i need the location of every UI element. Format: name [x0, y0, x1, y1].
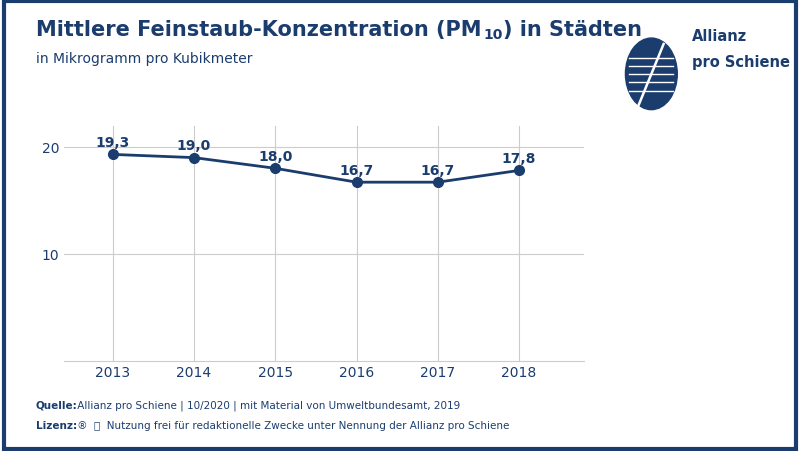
Text: Allianz pro Schiene | 10/2020 | mit Material von Umweltbundesamt, 2019: Allianz pro Schiene | 10/2020 | mit Mate… [74, 399, 461, 410]
Text: ) in Städten: ) in Städten [503, 20, 642, 40]
Text: 19,0: 19,0 [177, 139, 211, 153]
Text: 17,8: 17,8 [502, 152, 536, 166]
Text: 18,0: 18,0 [258, 150, 293, 164]
Text: 10: 10 [483, 28, 502, 42]
Text: 16,7: 16,7 [339, 163, 374, 177]
Text: ®  ⓘ  Nutzung frei für redaktionelle Zwecke unter Nennung der Allianz pro Schien: ® ⓘ Nutzung frei für redaktionelle Zweck… [74, 420, 510, 430]
Text: 16,7: 16,7 [421, 163, 455, 177]
Text: in Mikrogramm pro Kubikmeter: in Mikrogramm pro Kubikmeter [36, 52, 253, 66]
Text: Allianz: Allianz [692, 29, 747, 44]
Text: 19,3: 19,3 [96, 136, 130, 150]
Text: pro Schiene: pro Schiene [692, 55, 790, 70]
Text: Quelle:: Quelle: [36, 399, 78, 409]
Text: Mittlere Feinstaub-Konzentration (PM: Mittlere Feinstaub-Konzentration (PM [36, 20, 482, 40]
Text: Lizenz:: Lizenz: [36, 420, 77, 430]
Circle shape [626, 39, 678, 110]
